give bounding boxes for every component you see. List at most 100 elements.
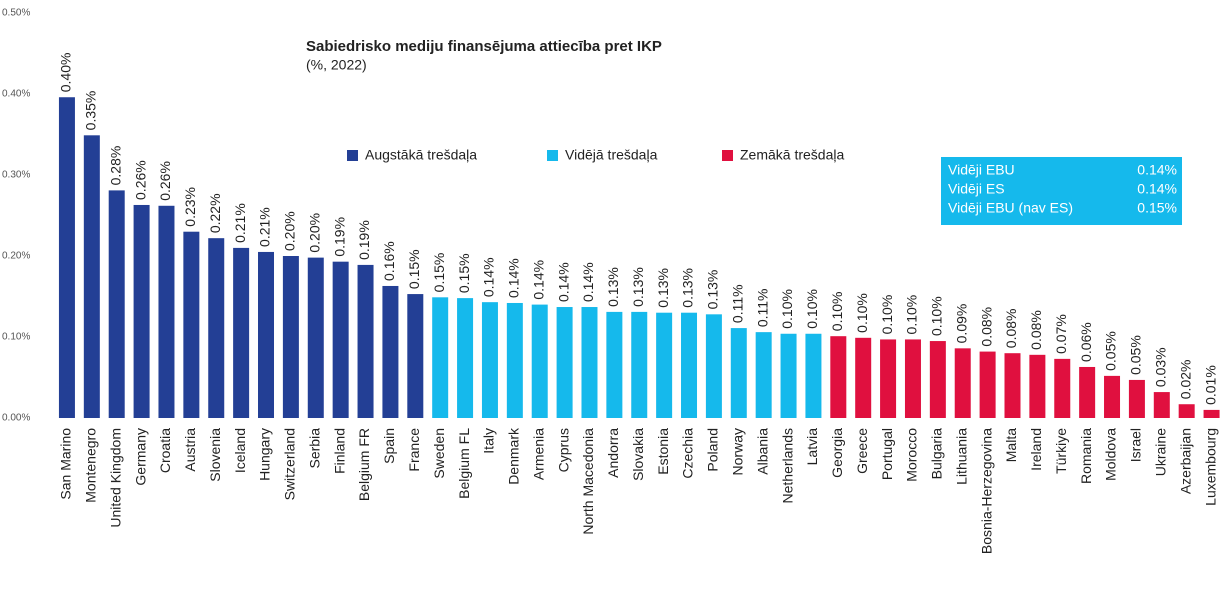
bar: [1079, 366, 1096, 418]
x-tick-label: Andorra: [605, 428, 621, 478]
bar: [705, 314, 722, 418]
x-tick-label: Belgium FL: [456, 428, 472, 499]
x-tick-label: Romania: [1078, 428, 1094, 484]
bar: [780, 333, 797, 418]
x-tick-label: Lithuania: [953, 428, 969, 485]
x-tick-label: Croatia: [157, 428, 173, 473]
bar: [581, 307, 598, 418]
info-value: 0.15%: [1137, 200, 1177, 216]
x-tick-label: Slovenia: [207, 428, 223, 482]
legend-swatch: [347, 150, 358, 161]
x-tick-label: Belgium FR: [356, 428, 372, 501]
bar: [904, 339, 921, 418]
value-label: 0.40%: [58, 53, 74, 93]
value-label: 0.10%: [804, 289, 820, 329]
x-tick-label: Albania: [754, 428, 770, 475]
bar: [158, 205, 175, 418]
x-tick-label: Luxembourg: [1202, 428, 1218, 506]
value-label: 0.08%: [978, 307, 994, 347]
bar: [606, 311, 623, 418]
value-label: 0.08%: [1003, 308, 1019, 348]
x-tick-label: Denmark: [506, 427, 522, 485]
bar: [233, 247, 250, 418]
value-label: 0.13%: [705, 270, 721, 310]
bar: [382, 285, 399, 418]
x-tick-label: Armenia: [530, 428, 546, 480]
info-label: Vidēji EBU: [948, 162, 1015, 178]
bar: [481, 302, 498, 418]
bar: [307, 257, 324, 418]
bar: [332, 261, 349, 418]
y-tick-label: 0.50%: [2, 8, 30, 19]
value-label: 0.14%: [530, 260, 546, 300]
x-tick-label: Cyprus: [555, 428, 571, 472]
value-label: 0.03%: [1152, 347, 1168, 387]
value-label: 0.05%: [1103, 331, 1119, 371]
value-label: 0.11%: [729, 284, 745, 323]
legend-label: Vidējā trešdaļa: [565, 147, 658, 163]
bar: [1029, 354, 1046, 418]
legend-label: Augstākā trešdaļa: [365, 147, 477, 163]
bar: [432, 297, 449, 418]
value-label: 0.08%: [1028, 310, 1044, 350]
y-tick-label: 0.10%: [2, 332, 30, 343]
y-tick-label: 0.30%: [2, 170, 30, 181]
value-label: 0.14%: [555, 262, 571, 302]
x-tick-label: Austria: [182, 428, 198, 472]
value-label: 0.15%: [406, 249, 422, 289]
bar: [681, 312, 698, 418]
info-value: 0.14%: [1137, 181, 1177, 197]
bar: [58, 97, 75, 419]
chart-title: Sabiedrisko mediju finansējuma attiecība…: [306, 38, 662, 55]
x-tick-label: Moldova: [1103, 428, 1119, 481]
bar: [979, 351, 996, 418]
bar: [805, 333, 822, 418]
value-label: 0.20%: [282, 211, 298, 251]
value-label: 0.01%: [1202, 365, 1218, 405]
value-label: 0.10%: [904, 295, 920, 335]
x-tick-label: Iceland: [232, 428, 248, 473]
x-tick-label: Hungary: [257, 428, 273, 481]
x-tick-label: Netherlands: [779, 428, 795, 504]
y-tick-label: 0.40%: [2, 89, 30, 100]
x-tick-label: Ireland: [1028, 428, 1044, 471]
value-label: 0.10%: [929, 296, 945, 336]
bar: [755, 332, 772, 418]
bar: [506, 302, 523, 418]
bar: [282, 256, 299, 418]
value-label: 0.14%: [580, 262, 596, 302]
x-tick-label: North Macedonia: [580, 428, 596, 535]
x-tick-label: Estonia: [655, 428, 671, 475]
value-label: 0.13%: [680, 268, 696, 308]
bar: [1178, 404, 1195, 418]
value-label: 0.16%: [381, 241, 397, 281]
x-tick-label: Malta: [1003, 428, 1019, 462]
value-label: 0.10%: [854, 293, 870, 333]
value-label: 0.26%: [132, 160, 148, 200]
x-tick-label: Norway: [729, 428, 745, 475]
x-tick-label: Serbia: [306, 428, 322, 469]
bar: [631, 311, 648, 418]
value-label: 0.14%: [506, 258, 522, 298]
value-label: 0.10%: [879, 295, 895, 335]
x-tick-label: Spain: [381, 428, 397, 464]
bar: [880, 339, 897, 418]
value-label: 0.10%: [779, 289, 795, 329]
legend-swatch: [722, 150, 733, 161]
bar: [730, 328, 747, 418]
x-tick-label: Slovakia: [630, 428, 646, 481]
x-tick-label: San Marino: [58, 428, 74, 500]
x-tick-label: Türkiye: [1053, 428, 1069, 474]
info-label: Vidēji ES: [948, 181, 1005, 197]
bar: [208, 238, 225, 418]
x-tick-label: Switzerland: [282, 428, 298, 500]
y-tick-label: 0.20%: [2, 251, 30, 262]
info-box: [941, 157, 1182, 225]
value-label: 0.02%: [1177, 360, 1193, 400]
x-tick-label: France: [406, 428, 422, 472]
bar: [83, 135, 100, 418]
bar: [656, 312, 673, 418]
bar: [929, 341, 946, 418]
x-tick-label: Montenegro: [83, 428, 99, 503]
